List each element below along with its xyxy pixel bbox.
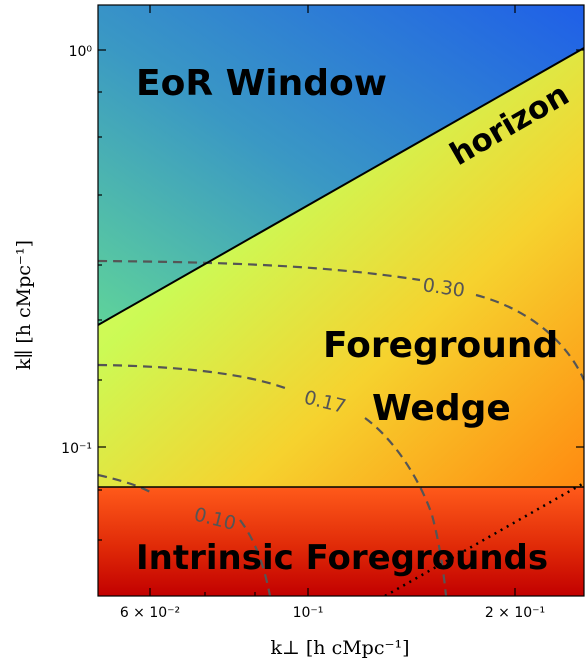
plot-area <box>98 5 584 596</box>
contour-line-030 <box>98 259 584 381</box>
eor-window-region <box>98 5 584 325</box>
axis-ticks <box>98 5 584 596</box>
x-axis-label: k⊥ [h cMpc⁻¹] <box>270 637 409 659</box>
x-tick-label-2e-1: 2 × 10⁻¹ <box>485 605 545 621</box>
x-tick-label-6e-2: 6 × 10⁻² <box>120 605 180 621</box>
foreground-wedge-label-line2: Wedge <box>372 388 511 429</box>
contour-line-017 <box>98 363 448 596</box>
y-tick-label-1e-1: 10⁻¹ <box>61 441 92 457</box>
y-tick-label-1e0: 10⁰ <box>69 44 93 60</box>
y-axis-label: k∥ [h cMpc⁻¹] <box>13 240 35 370</box>
contour-line-010 <box>98 473 272 596</box>
x-tick-label-1e-1: 10⁻¹ <box>293 605 324 621</box>
intrinsic-foregrounds-region <box>98 487 584 596</box>
eor-window-label: EoR Window <box>136 63 387 104</box>
plot-frame <box>97 4 585 597</box>
dotted-line <box>384 481 584 596</box>
foreground-wedge-label-line1: Foreground <box>323 325 558 366</box>
foreground-wedge-region <box>98 48 584 487</box>
horizon-line <box>98 47 584 326</box>
intrinsic-foregrounds-label: Intrinsic Foregrounds <box>136 538 548 578</box>
